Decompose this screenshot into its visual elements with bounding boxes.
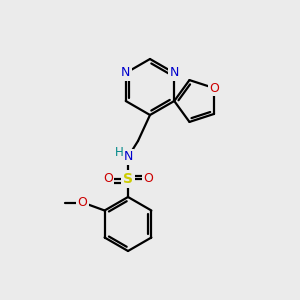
Text: S: S bbox=[123, 172, 133, 186]
Text: N: N bbox=[121, 67, 130, 80]
Text: O: O bbox=[103, 172, 113, 185]
Text: O: O bbox=[209, 82, 219, 94]
Text: N: N bbox=[123, 151, 133, 164]
Text: H: H bbox=[115, 146, 123, 160]
Text: O: O bbox=[143, 172, 153, 185]
Text: O: O bbox=[78, 196, 88, 209]
Text: N: N bbox=[169, 67, 179, 80]
